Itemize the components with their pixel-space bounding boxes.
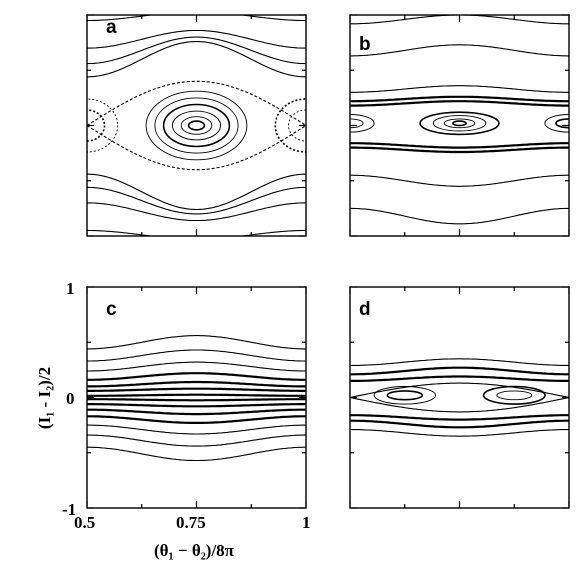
orbit-a-13 xyxy=(154,97,239,154)
orbit-b-6 xyxy=(350,146,569,154)
orbit-c-1 xyxy=(87,349,306,362)
panel-c-frame xyxy=(86,286,307,509)
panel-b-letter: b xyxy=(359,34,371,55)
orbit-d-10 xyxy=(350,382,569,413)
orbit-a-7 xyxy=(87,229,306,236)
orbit-b-16 xyxy=(544,114,569,133)
x-tick-label-left: 0.5 xyxy=(74,513,95,532)
orbit-b-3 xyxy=(350,95,569,103)
orbit-b-1 xyxy=(350,44,569,57)
y-tick-label-top: 1 xyxy=(66,279,75,298)
orbit-c-11 xyxy=(87,424,306,435)
panel-a xyxy=(86,14,307,237)
orbit-b-9 xyxy=(452,120,467,127)
orbit-a-3 xyxy=(87,40,306,78)
orbit-a-1 xyxy=(87,29,306,49)
orbit-b-14 xyxy=(350,114,375,133)
orbit-c-4 xyxy=(87,380,306,388)
orbit-a-14 xyxy=(145,90,248,161)
orbit-b-5 xyxy=(350,142,569,149)
orbit-c-8 xyxy=(87,403,306,408)
orbit-c-13 xyxy=(87,446,306,462)
panel-a-letter: a xyxy=(106,17,117,38)
orbit-a-6 xyxy=(87,202,306,222)
orbit-b-15 xyxy=(555,118,569,129)
orbit-b-11 xyxy=(432,115,487,132)
orbit-d-1 xyxy=(350,366,569,376)
panel-c xyxy=(86,286,307,509)
orbit-c-12 xyxy=(87,434,306,447)
orbit-a-8 xyxy=(87,80,306,171)
x-axis-label: (θ₁ − θ₂)/8π xyxy=(154,541,235,560)
orbit-c-9 xyxy=(87,408,306,416)
orbit-b-10 xyxy=(443,118,476,129)
orbit-a-9 xyxy=(187,120,206,131)
x-tick-label-right: 1 xyxy=(302,513,311,532)
orbit-a-16 xyxy=(87,98,119,153)
orbit-b-2 xyxy=(350,85,569,93)
orbit-a-12 xyxy=(162,103,231,148)
orbit-a-11 xyxy=(171,110,222,141)
orbit-c-2 xyxy=(87,361,306,372)
panel-a-frame xyxy=(86,14,307,237)
orbit-d-6 xyxy=(386,390,424,401)
orbit-c-7 xyxy=(87,398,306,402)
orbit-b-7 xyxy=(350,174,569,187)
orbit-a-0 xyxy=(87,15,306,22)
y-tick-label-bottom: -1 xyxy=(62,500,76,519)
orbit-d-0 xyxy=(350,358,569,367)
panel-d-frame xyxy=(349,286,570,509)
orbit-a-4 xyxy=(87,173,306,211)
orbit-b-4 xyxy=(350,100,569,107)
orbit-d-5 xyxy=(350,428,569,437)
orbit-b-13 xyxy=(350,118,364,129)
orbit-d-7 xyxy=(373,386,436,405)
orbit-a-10 xyxy=(180,116,213,135)
orbit-d-3 xyxy=(350,414,569,421)
y-tick-label-zero: 0 xyxy=(66,389,75,408)
orbit-b-8 xyxy=(350,207,569,225)
panel-d xyxy=(349,286,570,509)
orbit-a-15 xyxy=(87,109,106,142)
orbit-b-12 xyxy=(419,111,500,136)
panel-c-letter: c xyxy=(106,299,117,320)
orbit-c-10 xyxy=(87,415,306,424)
orbit-d-4 xyxy=(350,419,569,429)
orbit-a-5 xyxy=(87,186,306,215)
orbit-c-0 xyxy=(87,335,306,350)
orbit-d-8 xyxy=(496,390,533,401)
panel-b xyxy=(349,14,570,237)
y-axis-label: (I₁ - I₂)/2 xyxy=(35,367,54,429)
orbit-d-9 xyxy=(482,385,546,405)
orbit-c-6 xyxy=(87,393,306,397)
orbit-c-3 xyxy=(87,372,306,381)
panel-d-letter: d xyxy=(359,299,371,320)
orbit-c-5 xyxy=(87,387,306,392)
orbit-b-0 xyxy=(350,15,569,25)
orbit-d-2 xyxy=(350,375,569,382)
x-tick-label-mid: 0.75 xyxy=(176,513,206,532)
orbit-a-2 xyxy=(87,36,306,65)
